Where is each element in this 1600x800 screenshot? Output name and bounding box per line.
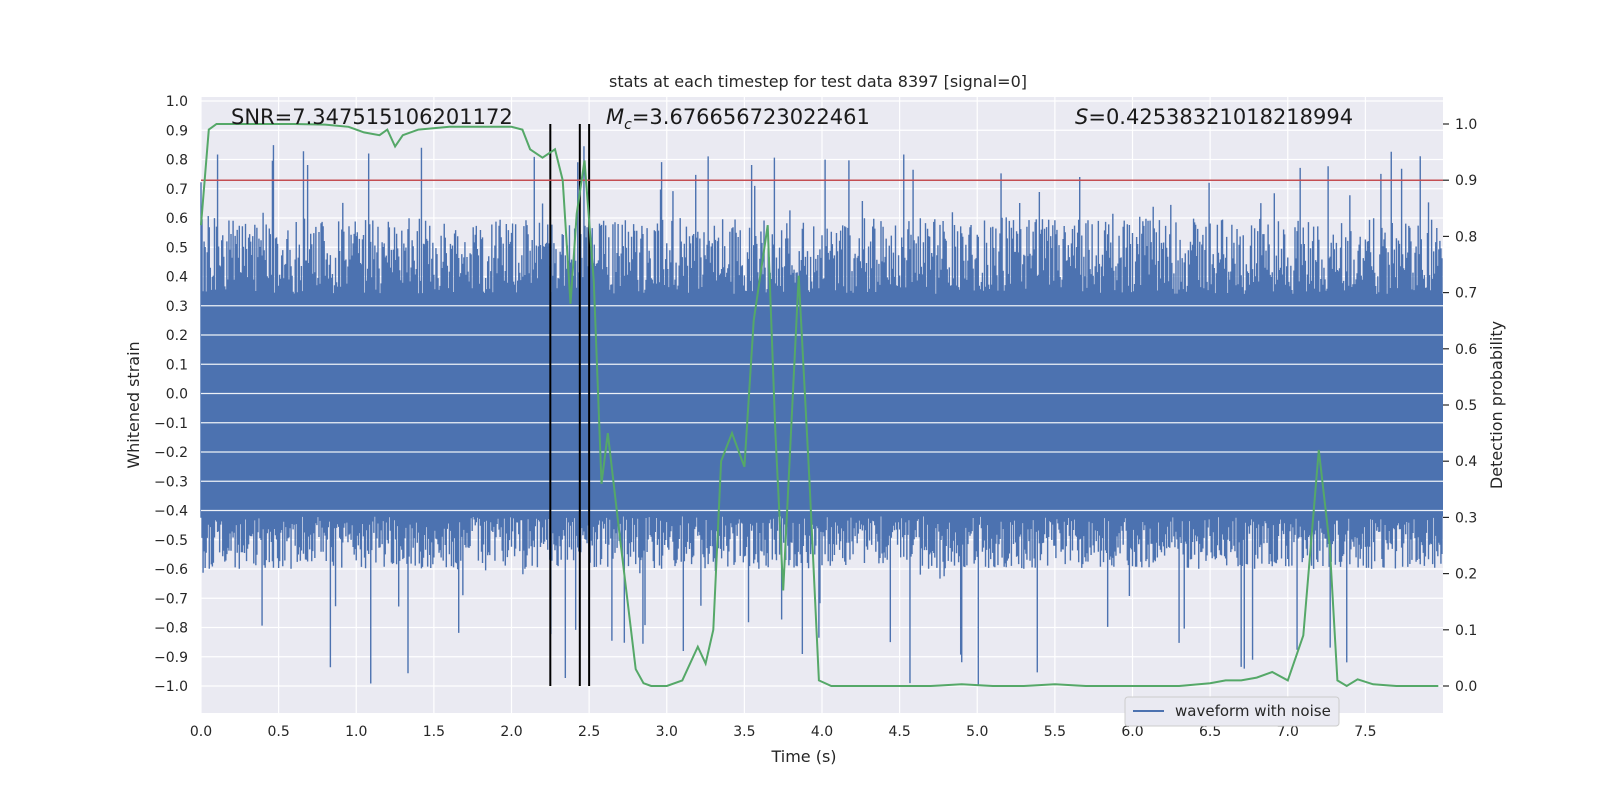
y2-tick-label: 0.6 bbox=[1455, 342, 1477, 358]
x-tick-label: 0.5 bbox=[267, 724, 289, 740]
x-axis-label: Time (s) bbox=[770, 747, 836, 766]
x-tick-label: 7.5 bbox=[1354, 724, 1376, 740]
y-tick-label: 1.0 bbox=[166, 94, 188, 110]
x-axis-ticks: 0.0 0.5 1.0 1.5 2.0 2.5 3.0 3.5 4.0 4.5 5.0 5.5 6.0 6… bbox=[190, 724, 1377, 740]
chart-title: stats at each timestep for test data 839… bbox=[609, 72, 1027, 91]
y-tick-label: −0.6 bbox=[154, 562, 188, 578]
legend-label: waveform with noise bbox=[1175, 702, 1331, 720]
y-tick-label: −1.0 bbox=[154, 679, 188, 695]
x-tick-label: 3.5 bbox=[733, 724, 755, 740]
chirp-mass-subscript: c bbox=[624, 117, 632, 133]
y-tick-label: −0.7 bbox=[154, 591, 188, 607]
s-annotation: S=0.42538321018218994 bbox=[1075, 105, 1353, 129]
y-tick-label: 0.1 bbox=[166, 357, 188, 373]
y2-tick-label: 0.7 bbox=[1455, 286, 1477, 302]
y2-axis-ticks: 1.0 0.9 0.8 0.7 0.6 0.5 0.4 0.3 0.2 0.1 0.0 bbox=[1443, 117, 1477, 695]
x-tick-label: 1.0 bbox=[345, 724, 367, 740]
y2-tick-label: 0.3 bbox=[1455, 510, 1477, 526]
y2-tick-label: 1.0 bbox=[1455, 117, 1477, 133]
x-tick-label: 2.5 bbox=[578, 724, 600, 740]
y-tick-label: 0.2 bbox=[166, 328, 188, 344]
chirp-mass-value: =3.676656723022461 bbox=[632, 105, 870, 129]
y2-tick-label: 0.8 bbox=[1455, 229, 1477, 245]
s-symbol: S bbox=[1075, 105, 1088, 129]
y2-tick-label: 0.2 bbox=[1455, 567, 1477, 583]
y-tick-label: −0.8 bbox=[154, 621, 188, 637]
s-value: =0.42538321018218994 bbox=[1088, 105, 1353, 129]
y2-tick-label: 0.4 bbox=[1455, 454, 1477, 470]
x-tick-label: 5.0 bbox=[966, 724, 988, 740]
y-tick-label: 0.3 bbox=[166, 299, 188, 315]
y-tick-label: −0.2 bbox=[154, 445, 188, 461]
y-tick-label: −0.5 bbox=[154, 533, 188, 549]
waveform-series bbox=[200, 145, 1443, 685]
x-tick-label: 6.0 bbox=[1121, 724, 1143, 740]
x-tick-label: 4.0 bbox=[811, 724, 833, 740]
y-tick-label: −0.1 bbox=[154, 416, 188, 432]
y-tick-label: −0.4 bbox=[154, 504, 188, 520]
detection-probability-line bbox=[200, 123, 1439, 688]
x-tick-label: 4.5 bbox=[888, 724, 910, 740]
chirp-mass-annotation: Mc=3.676656723022461 bbox=[606, 105, 870, 133]
y-tick-label: −0.9 bbox=[154, 650, 188, 666]
y2-tick-label: 0.5 bbox=[1455, 398, 1477, 414]
y-tick-label: 0.6 bbox=[166, 211, 188, 227]
y2-axis-label: Detection probability bbox=[1487, 321, 1506, 489]
x-tick-label: 7.0 bbox=[1277, 724, 1299, 740]
x-tick-label: 5.5 bbox=[1044, 724, 1066, 740]
x-tick-label: 0.0 bbox=[190, 724, 212, 740]
x-tick-label: 6.5 bbox=[1199, 724, 1221, 740]
y-tick-label: 0.0 bbox=[166, 387, 188, 403]
x-tick-label: 2.0 bbox=[500, 724, 522, 740]
y-tick-label: 0.5 bbox=[166, 240, 188, 256]
y2-tick-label: 0.1 bbox=[1455, 623, 1477, 639]
y2-tick-label: 0.9 bbox=[1455, 173, 1477, 189]
x-tick-label: 1.5 bbox=[423, 724, 445, 740]
y-tick-label: 0.4 bbox=[166, 270, 188, 286]
y2-tick-label: 0.0 bbox=[1455, 679, 1477, 695]
x-tick-label: 3.0 bbox=[656, 724, 678, 740]
snr-annotation: SNR=7.347515106201172 bbox=[231, 105, 513, 129]
y-tick-label: 0.9 bbox=[166, 123, 188, 139]
legend-box bbox=[1124, 696, 1340, 727]
y-axis-label: Whitened strain bbox=[124, 341, 143, 468]
legend: waveform with noise bbox=[1124, 696, 1340, 727]
chirp-mass-symbol: M bbox=[606, 105, 624, 129]
y-tick-label: 0.7 bbox=[166, 182, 188, 198]
y-tick-label: −0.3 bbox=[154, 474, 188, 490]
y-tick-label: 0.8 bbox=[166, 153, 188, 169]
y-axis-ticks: 1.0 0.9 0.8 0.7 0.6 0.5 0.4 0.3 0.2 0.1 0.0 −0.1 −0.… bbox=[154, 94, 188, 695]
waveform-core-band bbox=[201, 294, 1443, 517]
